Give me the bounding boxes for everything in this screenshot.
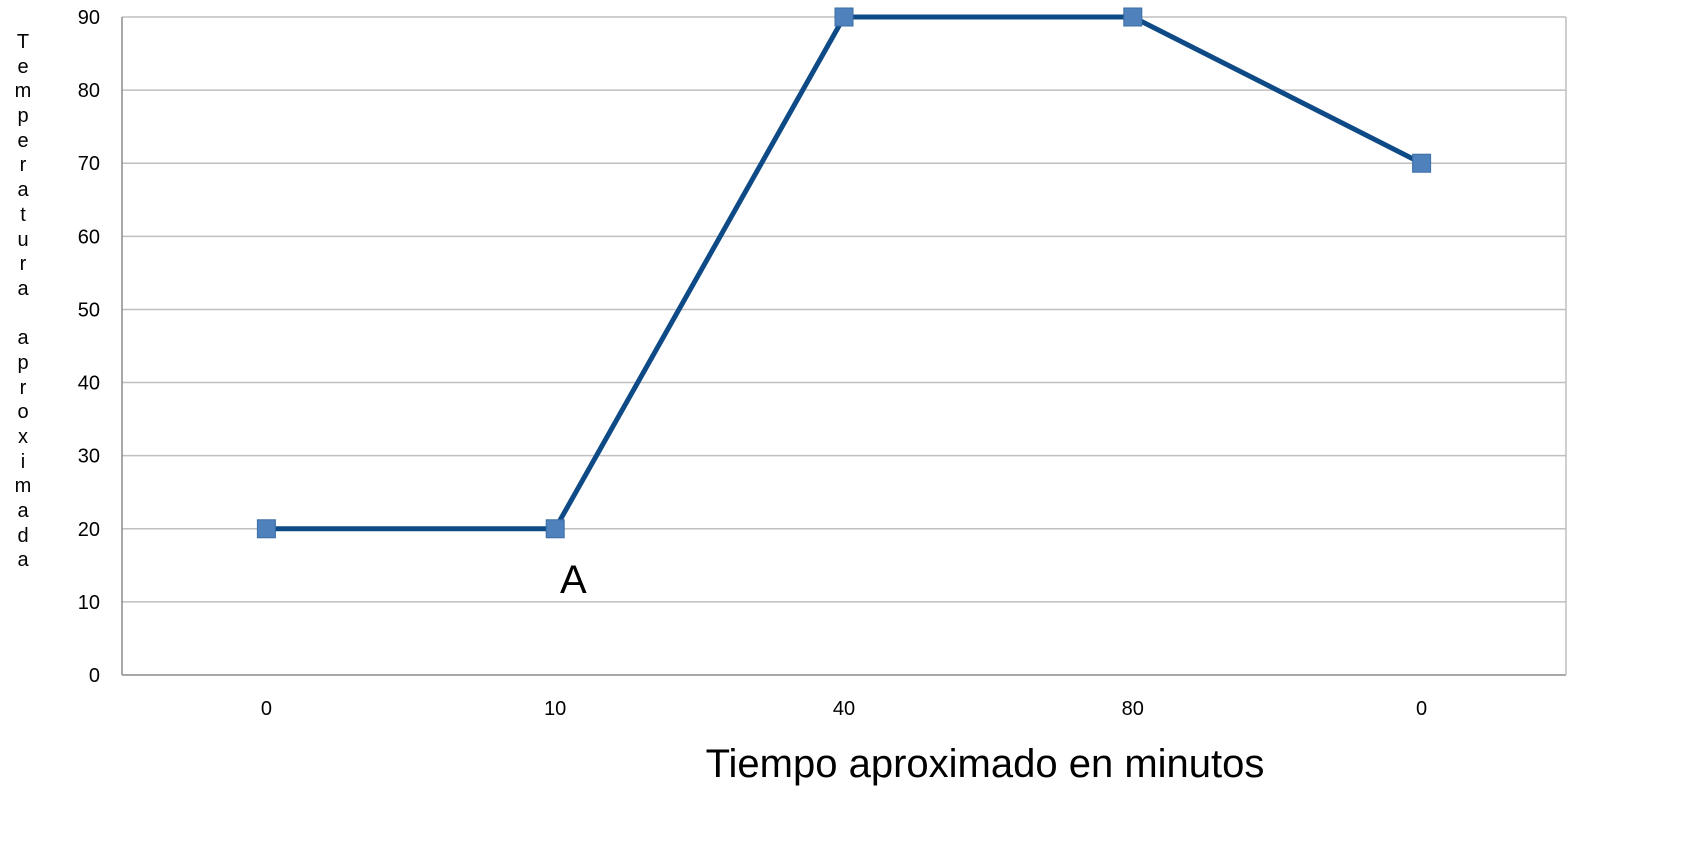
- y-axis-title-char: r: [19, 154, 27, 177]
- x-tick-label: 0: [261, 698, 272, 720]
- y-axis-title-char: d: [17, 524, 29, 547]
- y-axis-title-char: e: [17, 55, 29, 78]
- y-axis-title-char: T: [16, 31, 30, 53]
- x-tick-label: 10: [544, 698, 566, 720]
- y-tick-label: 80: [78, 80, 100, 102]
- y-tick-label: 70: [78, 153, 100, 175]
- y-axis-title-char: a: [17, 179, 29, 202]
- y-tick-label: 40: [78, 373, 100, 395]
- data-point-marker: [256, 519, 276, 539]
- data-point-marker: [1412, 153, 1432, 173]
- y-tick-label: 30: [78, 446, 100, 468]
- x-tick-label: 0: [1416, 698, 1427, 720]
- y-tick-label: 60: [78, 226, 100, 248]
- data-point-marker: [834, 7, 854, 27]
- y-tick-label: 0: [89, 665, 100, 687]
- y-axis-title-char: u: [17, 228, 29, 251]
- y-axis-title-char: e: [17, 129, 29, 152]
- x-tick-label: 40: [833, 698, 855, 720]
- y-axis-title-char: t: [20, 203, 26, 226]
- y-axis-title-char: p: [17, 351, 29, 374]
- x-axis-title: Tiempo aproximado en minutos: [705, 742, 1265, 786]
- y-axis-title-char: o: [17, 401, 29, 424]
- y-axis-title-char: a: [17, 277, 29, 300]
- data-point-marker: [1123, 7, 1143, 27]
- y-axis-title-char: m: [14, 80, 32, 103]
- y-axis-title-char: m: [14, 475, 32, 498]
- y-tick-label: 20: [78, 519, 100, 541]
- y-axis-title-char: r: [19, 253, 27, 276]
- y-axis-title-char: a: [17, 549, 29, 572]
- y-axis-title-char: a: [17, 500, 29, 523]
- y-axis-title-char: p: [17, 105, 29, 128]
- data-point-marker: [545, 519, 565, 539]
- y-tick-label: 50: [78, 299, 100, 321]
- x-tick-label: 80: [1122, 698, 1144, 720]
- series-line: [266, 14, 1423, 532]
- y-axis-title-char: [8, 302, 38, 327]
- y-tick-label: 90: [78, 7, 100, 29]
- y-axis-title-char: r: [19, 376, 27, 399]
- y-axis-title-char: i: [20, 450, 26, 473]
- y-axis-title-char: x: [18, 426, 28, 448]
- point-annotation-a: A: [560, 558, 587, 602]
- y-tick-label: 10: [78, 592, 100, 614]
- y-axis-title-char: a: [17, 327, 29, 350]
